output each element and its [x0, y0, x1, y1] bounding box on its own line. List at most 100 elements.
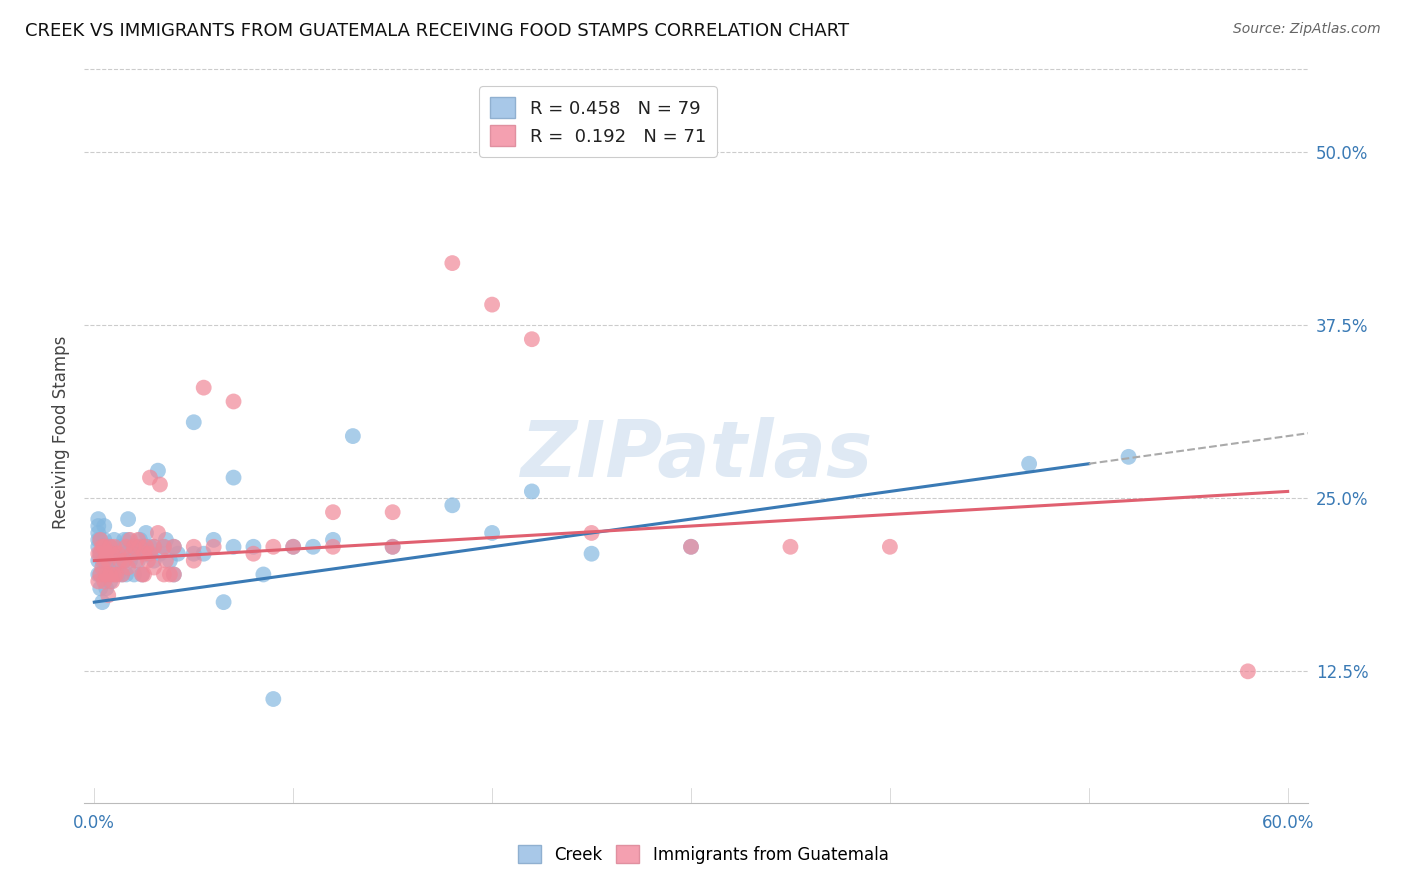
- Point: [581, 547, 603, 561]
- Point: [302, 540, 325, 554]
- Point: [107, 554, 129, 568]
- Point: [117, 560, 139, 574]
- Point: [146, 525, 169, 540]
- Point: [679, 540, 702, 554]
- Point: [103, 533, 125, 547]
- Point: [159, 554, 181, 568]
- Point: [89, 567, 111, 582]
- Text: Source: ZipAtlas.com: Source: ZipAtlas.com: [1233, 22, 1381, 37]
- Point: [131, 567, 153, 582]
- Text: CREEK VS IMMIGRANTS FROM GUATEMALA RECEIVING FOOD STAMPS CORRELATION CHART: CREEK VS IMMIGRANTS FROM GUATEMALA RECEI…: [25, 22, 849, 40]
- Point: [101, 567, 124, 582]
- Point: [163, 567, 186, 582]
- Point: [581, 525, 603, 540]
- Point: [120, 533, 142, 547]
- Point: [159, 567, 181, 582]
- Point: [87, 525, 110, 540]
- Point: [96, 567, 118, 582]
- Point: [139, 547, 162, 561]
- Point: [89, 547, 111, 561]
- Point: [183, 554, 205, 568]
- Point: [93, 533, 115, 547]
- Point: [101, 547, 124, 561]
- Point: [381, 540, 404, 554]
- Point: [262, 692, 284, 706]
- Point: [143, 554, 166, 568]
- Point: [242, 540, 264, 554]
- Point: [87, 574, 110, 589]
- Point: [149, 477, 172, 491]
- Point: [132, 540, 155, 554]
- Point: [163, 567, 186, 582]
- Point: [212, 595, 235, 609]
- Point: [89, 547, 111, 561]
- Point: [112, 554, 135, 568]
- Point: [98, 540, 121, 554]
- Point: [129, 533, 152, 547]
- Point: [105, 567, 128, 582]
- Text: ZIPatlas: ZIPatlas: [520, 417, 872, 493]
- Point: [135, 525, 157, 540]
- Point: [322, 533, 344, 547]
- Point: [89, 533, 111, 547]
- Point: [481, 297, 503, 311]
- Point: [98, 567, 121, 582]
- Point: [127, 533, 149, 547]
- Point: [779, 540, 801, 554]
- Point: [91, 540, 114, 554]
- Point: [93, 574, 115, 589]
- Point: [441, 498, 464, 512]
- Point: [115, 540, 138, 554]
- Point: [108, 540, 131, 554]
- Point: [108, 554, 131, 568]
- Point: [103, 554, 125, 568]
- Point: [252, 567, 274, 582]
- Point: [143, 560, 166, 574]
- Point: [107, 547, 129, 561]
- Point: [120, 554, 142, 568]
- Point: [125, 554, 148, 568]
- Point: [129, 540, 152, 554]
- Point: [1237, 665, 1260, 679]
- Point: [122, 547, 145, 561]
- Point: [222, 470, 245, 484]
- Point: [146, 464, 169, 478]
- Point: [202, 540, 225, 554]
- Point: [1018, 457, 1040, 471]
- Point: [283, 540, 305, 554]
- Point: [1118, 450, 1140, 464]
- Point: [139, 470, 162, 484]
- Point: [163, 540, 186, 554]
- Point: [87, 533, 110, 547]
- Point: [87, 540, 110, 554]
- Point: [89, 533, 111, 547]
- Point: [381, 540, 404, 554]
- Point: [342, 429, 364, 443]
- Point: [125, 540, 148, 554]
- Y-axis label: Receiving Food Stamps: Receiving Food Stamps: [52, 336, 70, 529]
- Point: [93, 547, 115, 561]
- Point: [117, 512, 139, 526]
- Point: [122, 567, 145, 582]
- Point: [91, 595, 114, 609]
- Point: [89, 582, 111, 596]
- Point: [193, 381, 215, 395]
- Point: [163, 540, 186, 554]
- Point: [193, 547, 215, 561]
- Point: [115, 567, 138, 582]
- Point: [202, 533, 225, 547]
- Point: [131, 567, 153, 582]
- Point: [153, 567, 176, 582]
- Point: [93, 519, 115, 533]
- Point: [122, 540, 145, 554]
- Point: [111, 567, 134, 582]
- Point: [322, 505, 344, 519]
- Point: [111, 567, 134, 582]
- Point: [97, 560, 120, 574]
- Point: [153, 540, 176, 554]
- Point: [101, 574, 124, 589]
- Point: [143, 540, 166, 554]
- Legend: Creek, Immigrants from Guatemala: Creek, Immigrants from Guatemala: [510, 838, 896, 871]
- Point: [441, 256, 464, 270]
- Point: [121, 540, 143, 554]
